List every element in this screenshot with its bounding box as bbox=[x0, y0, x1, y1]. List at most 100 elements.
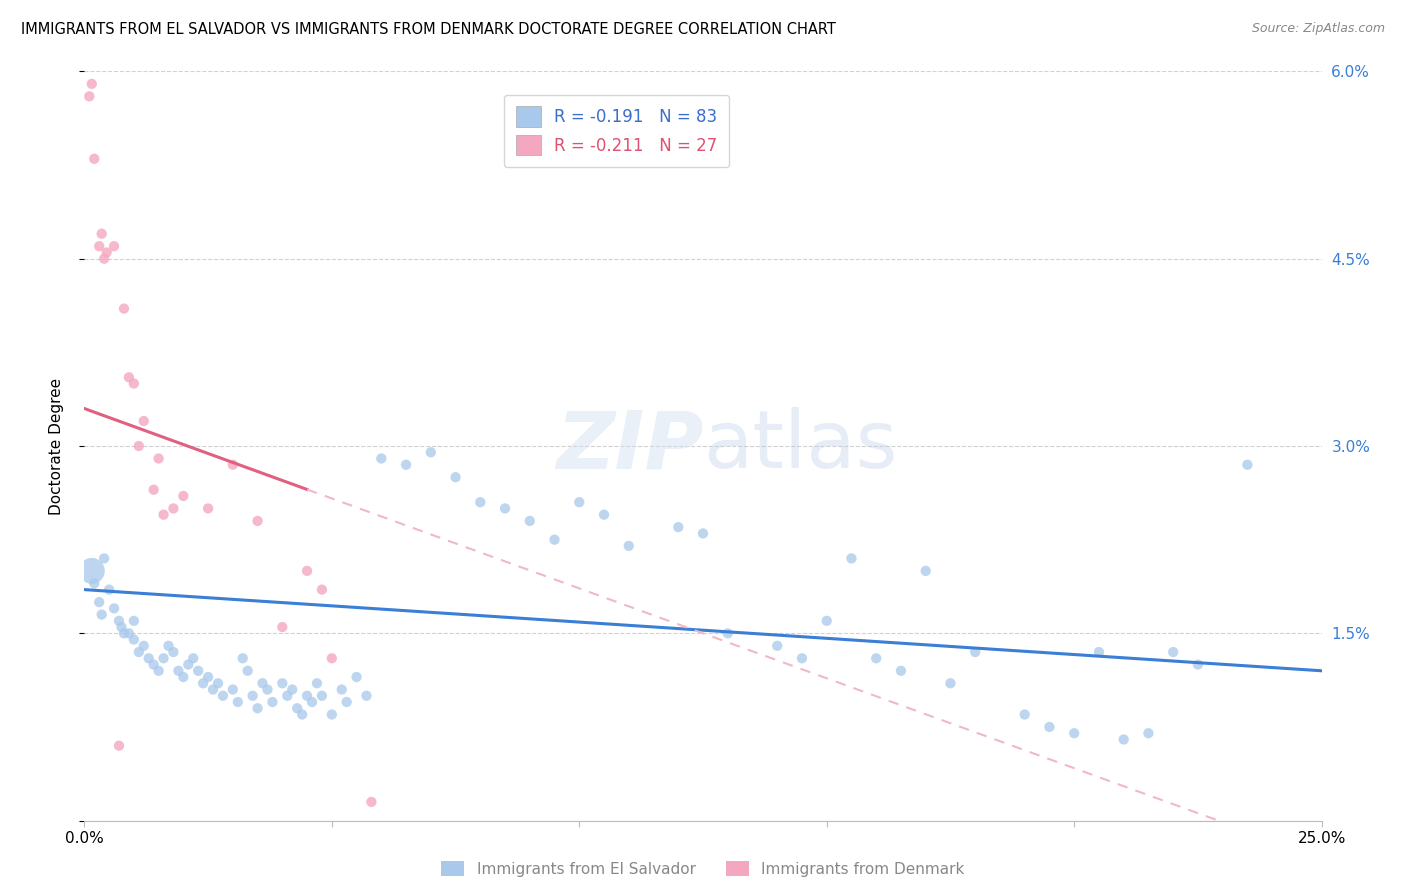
Point bbox=[90, 227, 112, 241]
Point bbox=[122, 614, 145, 628]
Point bbox=[543, 533, 565, 547]
Point bbox=[1063, 726, 1085, 740]
Point bbox=[172, 670, 194, 684]
Point bbox=[717, 626, 740, 640]
Point bbox=[118, 626, 141, 640]
Point bbox=[177, 657, 200, 672]
Text: IMMIGRANTS FROM EL SALVADOR VS IMMIGRANTS FROM DENMARK DOCTORATE DEGREE CORRELAT: IMMIGRANTS FROM EL SALVADOR VS IMMIGRANT… bbox=[21, 22, 837, 37]
Point bbox=[148, 451, 170, 466]
Point bbox=[444, 470, 467, 484]
Point bbox=[281, 682, 304, 697]
Point bbox=[246, 701, 269, 715]
Point bbox=[865, 651, 887, 665]
Point bbox=[285, 701, 308, 715]
Point bbox=[1161, 645, 1184, 659]
Point bbox=[89, 239, 111, 253]
Point bbox=[122, 632, 145, 647]
Point bbox=[142, 483, 165, 497]
Point bbox=[226, 695, 249, 709]
Point bbox=[80, 77, 103, 91]
Point bbox=[80, 564, 103, 578]
Point bbox=[470, 495, 492, 509]
Point bbox=[593, 508, 616, 522]
Point bbox=[202, 682, 225, 697]
Point bbox=[1236, 458, 1258, 472]
Point bbox=[112, 301, 135, 316]
Point bbox=[815, 614, 838, 628]
Legend: Immigrants from El Salvador, Immigrants from Denmark: Immigrants from El Salvador, Immigrants … bbox=[434, 853, 972, 884]
Point bbox=[321, 707, 343, 722]
Y-axis label: Doctorate Degree: Doctorate Degree bbox=[49, 377, 63, 515]
Point bbox=[321, 651, 343, 665]
Legend: R = -0.191   N = 83, R = -0.211   N = 27: R = -0.191 N = 83, R = -0.211 N = 27 bbox=[503, 95, 728, 167]
Point bbox=[939, 676, 962, 690]
Text: atlas: atlas bbox=[703, 407, 897, 485]
Point bbox=[207, 676, 229, 690]
Point bbox=[93, 551, 115, 566]
Point bbox=[336, 695, 359, 709]
Point bbox=[271, 620, 294, 634]
Point bbox=[395, 458, 418, 472]
Text: Source: ZipAtlas.com: Source: ZipAtlas.com bbox=[1251, 22, 1385, 36]
Point bbox=[197, 670, 219, 684]
Point bbox=[914, 564, 936, 578]
Point bbox=[360, 795, 382, 809]
Point bbox=[152, 651, 174, 665]
Point bbox=[252, 676, 274, 690]
Point bbox=[271, 676, 294, 690]
Point bbox=[83, 152, 105, 166]
Point bbox=[148, 664, 170, 678]
Point bbox=[1187, 657, 1209, 672]
Point bbox=[122, 376, 145, 391]
Point bbox=[222, 682, 245, 697]
Point bbox=[346, 670, 368, 684]
Point bbox=[1038, 720, 1060, 734]
Point bbox=[568, 495, 591, 509]
Point bbox=[212, 689, 235, 703]
Point bbox=[138, 651, 160, 665]
Point bbox=[295, 564, 318, 578]
Point bbox=[83, 576, 105, 591]
Point bbox=[790, 651, 813, 665]
Point bbox=[666, 520, 689, 534]
Point bbox=[494, 501, 516, 516]
Point bbox=[128, 645, 150, 659]
Point bbox=[256, 682, 278, 697]
Point bbox=[311, 689, 333, 703]
Point bbox=[197, 501, 219, 516]
Point bbox=[692, 526, 714, 541]
Point bbox=[222, 458, 245, 472]
Point bbox=[108, 614, 131, 628]
Point bbox=[110, 620, 132, 634]
Point bbox=[236, 664, 259, 678]
Point bbox=[1014, 707, 1036, 722]
Point bbox=[305, 676, 328, 690]
Point bbox=[118, 370, 141, 384]
Point bbox=[152, 508, 174, 522]
Point bbox=[128, 439, 150, 453]
Point bbox=[167, 664, 190, 678]
Point bbox=[232, 651, 254, 665]
Point bbox=[96, 245, 118, 260]
Point bbox=[246, 514, 269, 528]
Point bbox=[301, 695, 323, 709]
Point bbox=[1088, 645, 1111, 659]
Point bbox=[157, 639, 180, 653]
Point bbox=[356, 689, 378, 703]
Point bbox=[276, 689, 298, 703]
Point bbox=[108, 739, 131, 753]
Point bbox=[162, 501, 184, 516]
Point bbox=[93, 252, 115, 266]
Point bbox=[1112, 732, 1135, 747]
Point bbox=[890, 664, 912, 678]
Point bbox=[98, 582, 121, 597]
Point bbox=[519, 514, 541, 528]
Point bbox=[132, 414, 155, 428]
Point bbox=[112, 626, 135, 640]
Point bbox=[311, 582, 333, 597]
Point bbox=[242, 689, 264, 703]
Point bbox=[187, 664, 209, 678]
Point bbox=[419, 445, 441, 459]
Point bbox=[766, 639, 789, 653]
Point bbox=[291, 707, 314, 722]
